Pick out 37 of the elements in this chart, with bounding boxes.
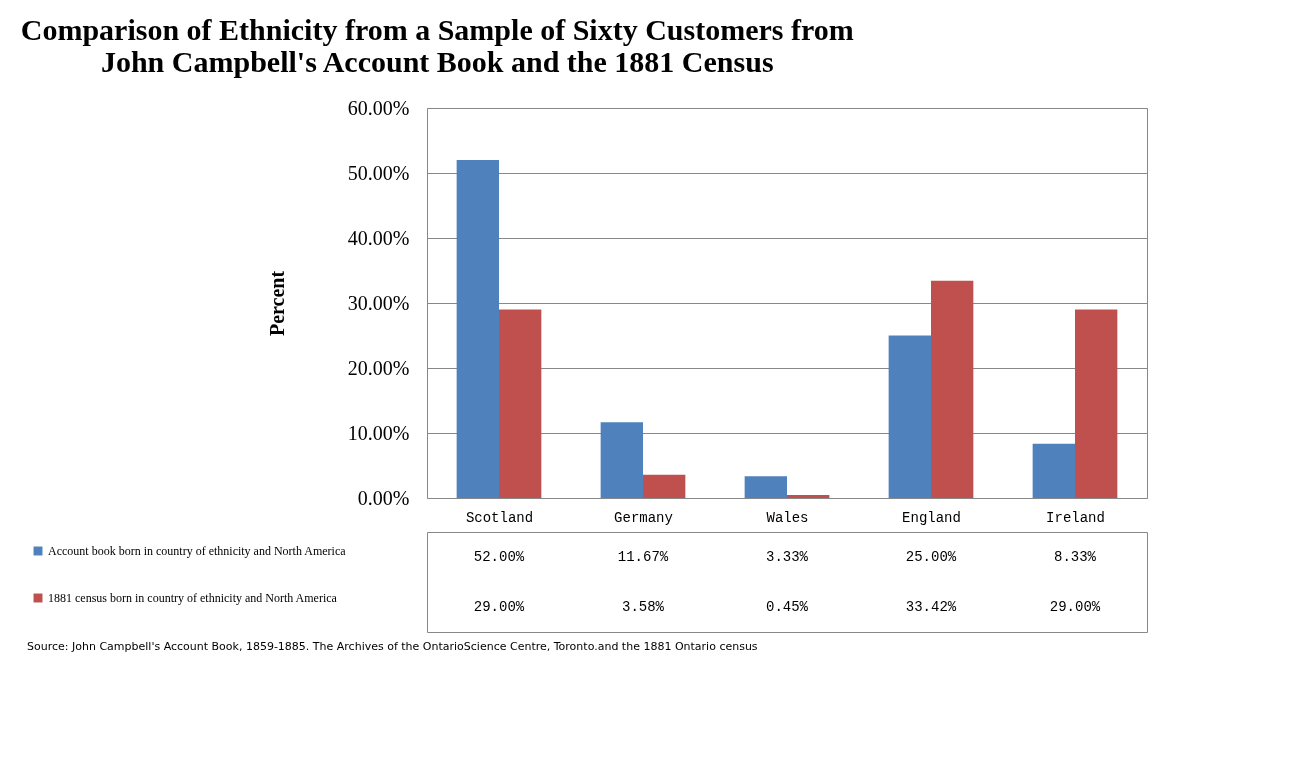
data-label: 29.00% bbox=[473, 599, 525, 615]
bar bbox=[499, 309, 542, 498]
legend-label: 1881 census born in country of ethnicity and North America bbox=[48, 591, 338, 605]
bar bbox=[600, 422, 643, 498]
data-label: 8.33% bbox=[1053, 549, 1097, 565]
data-label: 0.45% bbox=[765, 599, 809, 615]
bar bbox=[888, 335, 931, 498]
y-axis-title: Percent bbox=[265, 270, 288, 337]
data-label: 3.33% bbox=[765, 549, 809, 565]
y-tick-label: 50.00% bbox=[347, 161, 410, 184]
x-tick-label: Germany bbox=[614, 509, 673, 526]
y-tick-label: 40.00% bbox=[347, 226, 410, 249]
y-tick-label: 20.00% bbox=[347, 356, 410, 379]
source-note: Source: John Campbell's Account Book, 1859-1885. The Archives of the OntarioScience Centre, Toronto.and the 1881 Ontario census bbox=[27, 640, 758, 653]
y-tick-label: 0.00% bbox=[357, 486, 410, 509]
chart-title: Comparison of Ethnicity from a Sample of Sixty Customers from John Campbell's Account Book and the 1881 Census bbox=[20, 12, 854, 78]
x-tick-label: Scotland bbox=[465, 509, 534, 526]
bar bbox=[931, 280, 974, 498]
data-label: 11.67% bbox=[617, 549, 669, 565]
bar bbox=[643, 474, 686, 498]
bar bbox=[1032, 443, 1075, 498]
bar bbox=[1075, 309, 1118, 498]
y-tick-label: 30.00% bbox=[347, 291, 410, 314]
y-tick-label: 10.00% bbox=[347, 421, 410, 444]
bar bbox=[787, 495, 830, 498]
data-label: 29.00% bbox=[1049, 599, 1101, 615]
data-label: 33.42% bbox=[905, 599, 957, 615]
data-label: 3.58% bbox=[621, 599, 665, 615]
data-label: 25.00% bbox=[905, 549, 957, 565]
bar bbox=[456, 160, 499, 498]
data-label: 52.00% bbox=[473, 549, 525, 565]
x-tick-label: England bbox=[902, 509, 961, 526]
legend-label: Account book born in country of ethnicity and North America bbox=[48, 544, 347, 558]
x-tick-label: Wales bbox=[766, 509, 809, 526]
y-tick-label: 60.00% bbox=[347, 96, 410, 119]
bar bbox=[744, 476, 787, 498]
x-tick-label: Ireland bbox=[1046, 509, 1105, 526]
